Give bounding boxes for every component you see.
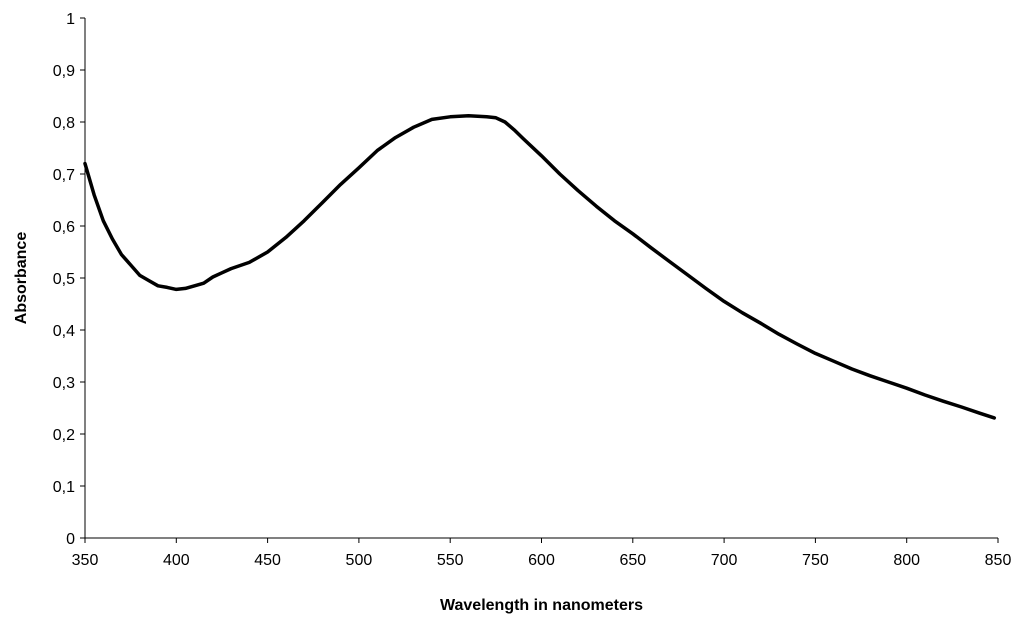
- absorbance-series-line: [83, 114, 997, 420]
- y-tick-label: 0,7: [53, 167, 75, 184]
- y-tick-label: 0,8: [53, 115, 75, 132]
- y-tick-label: 0,6: [53, 219, 75, 236]
- y-tick-label: 0,5: [53, 271, 75, 288]
- x-axis-ticks: 350 400 450 500 550 600 650 700 750 800 850: [72, 538, 1012, 569]
- y-tick-label: 0: [66, 531, 75, 548]
- x-tick-label: 850: [985, 552, 1012, 569]
- x-tick-label: 450: [254, 552, 281, 569]
- x-tick-label: 600: [528, 552, 555, 569]
- y-tick-label: 0,9: [53, 63, 75, 80]
- x-tick-label: 700: [711, 552, 738, 569]
- x-tick-label: 550: [437, 552, 464, 569]
- x-axis-title: Wavelength in nanometers: [440, 597, 643, 614]
- x-tick-label: 350: [72, 552, 99, 569]
- x-tick-label: 400: [163, 552, 190, 569]
- y-tick-label: 1: [66, 11, 75, 28]
- x-tick-label: 750: [802, 552, 829, 569]
- y-axis-ticks: 0 0,1 0,2 0,3 0,4 0,5 0,6 0,7 0,8 0,9 1: [53, 11, 85, 548]
- x-tick-label: 650: [619, 552, 646, 569]
- x-tick-label: 800: [893, 552, 920, 569]
- y-tick-label: 0,1: [53, 479, 75, 496]
- y-axis-title: Absorbance: [13, 232, 30, 325]
- y-tick-label: 0,4: [53, 323, 75, 340]
- y-tick-label: 0,3: [53, 375, 75, 392]
- series-layer: [83, 114, 997, 420]
- y-tick-label: 0,2: [53, 427, 75, 444]
- x-tick-label: 500: [346, 552, 373, 569]
